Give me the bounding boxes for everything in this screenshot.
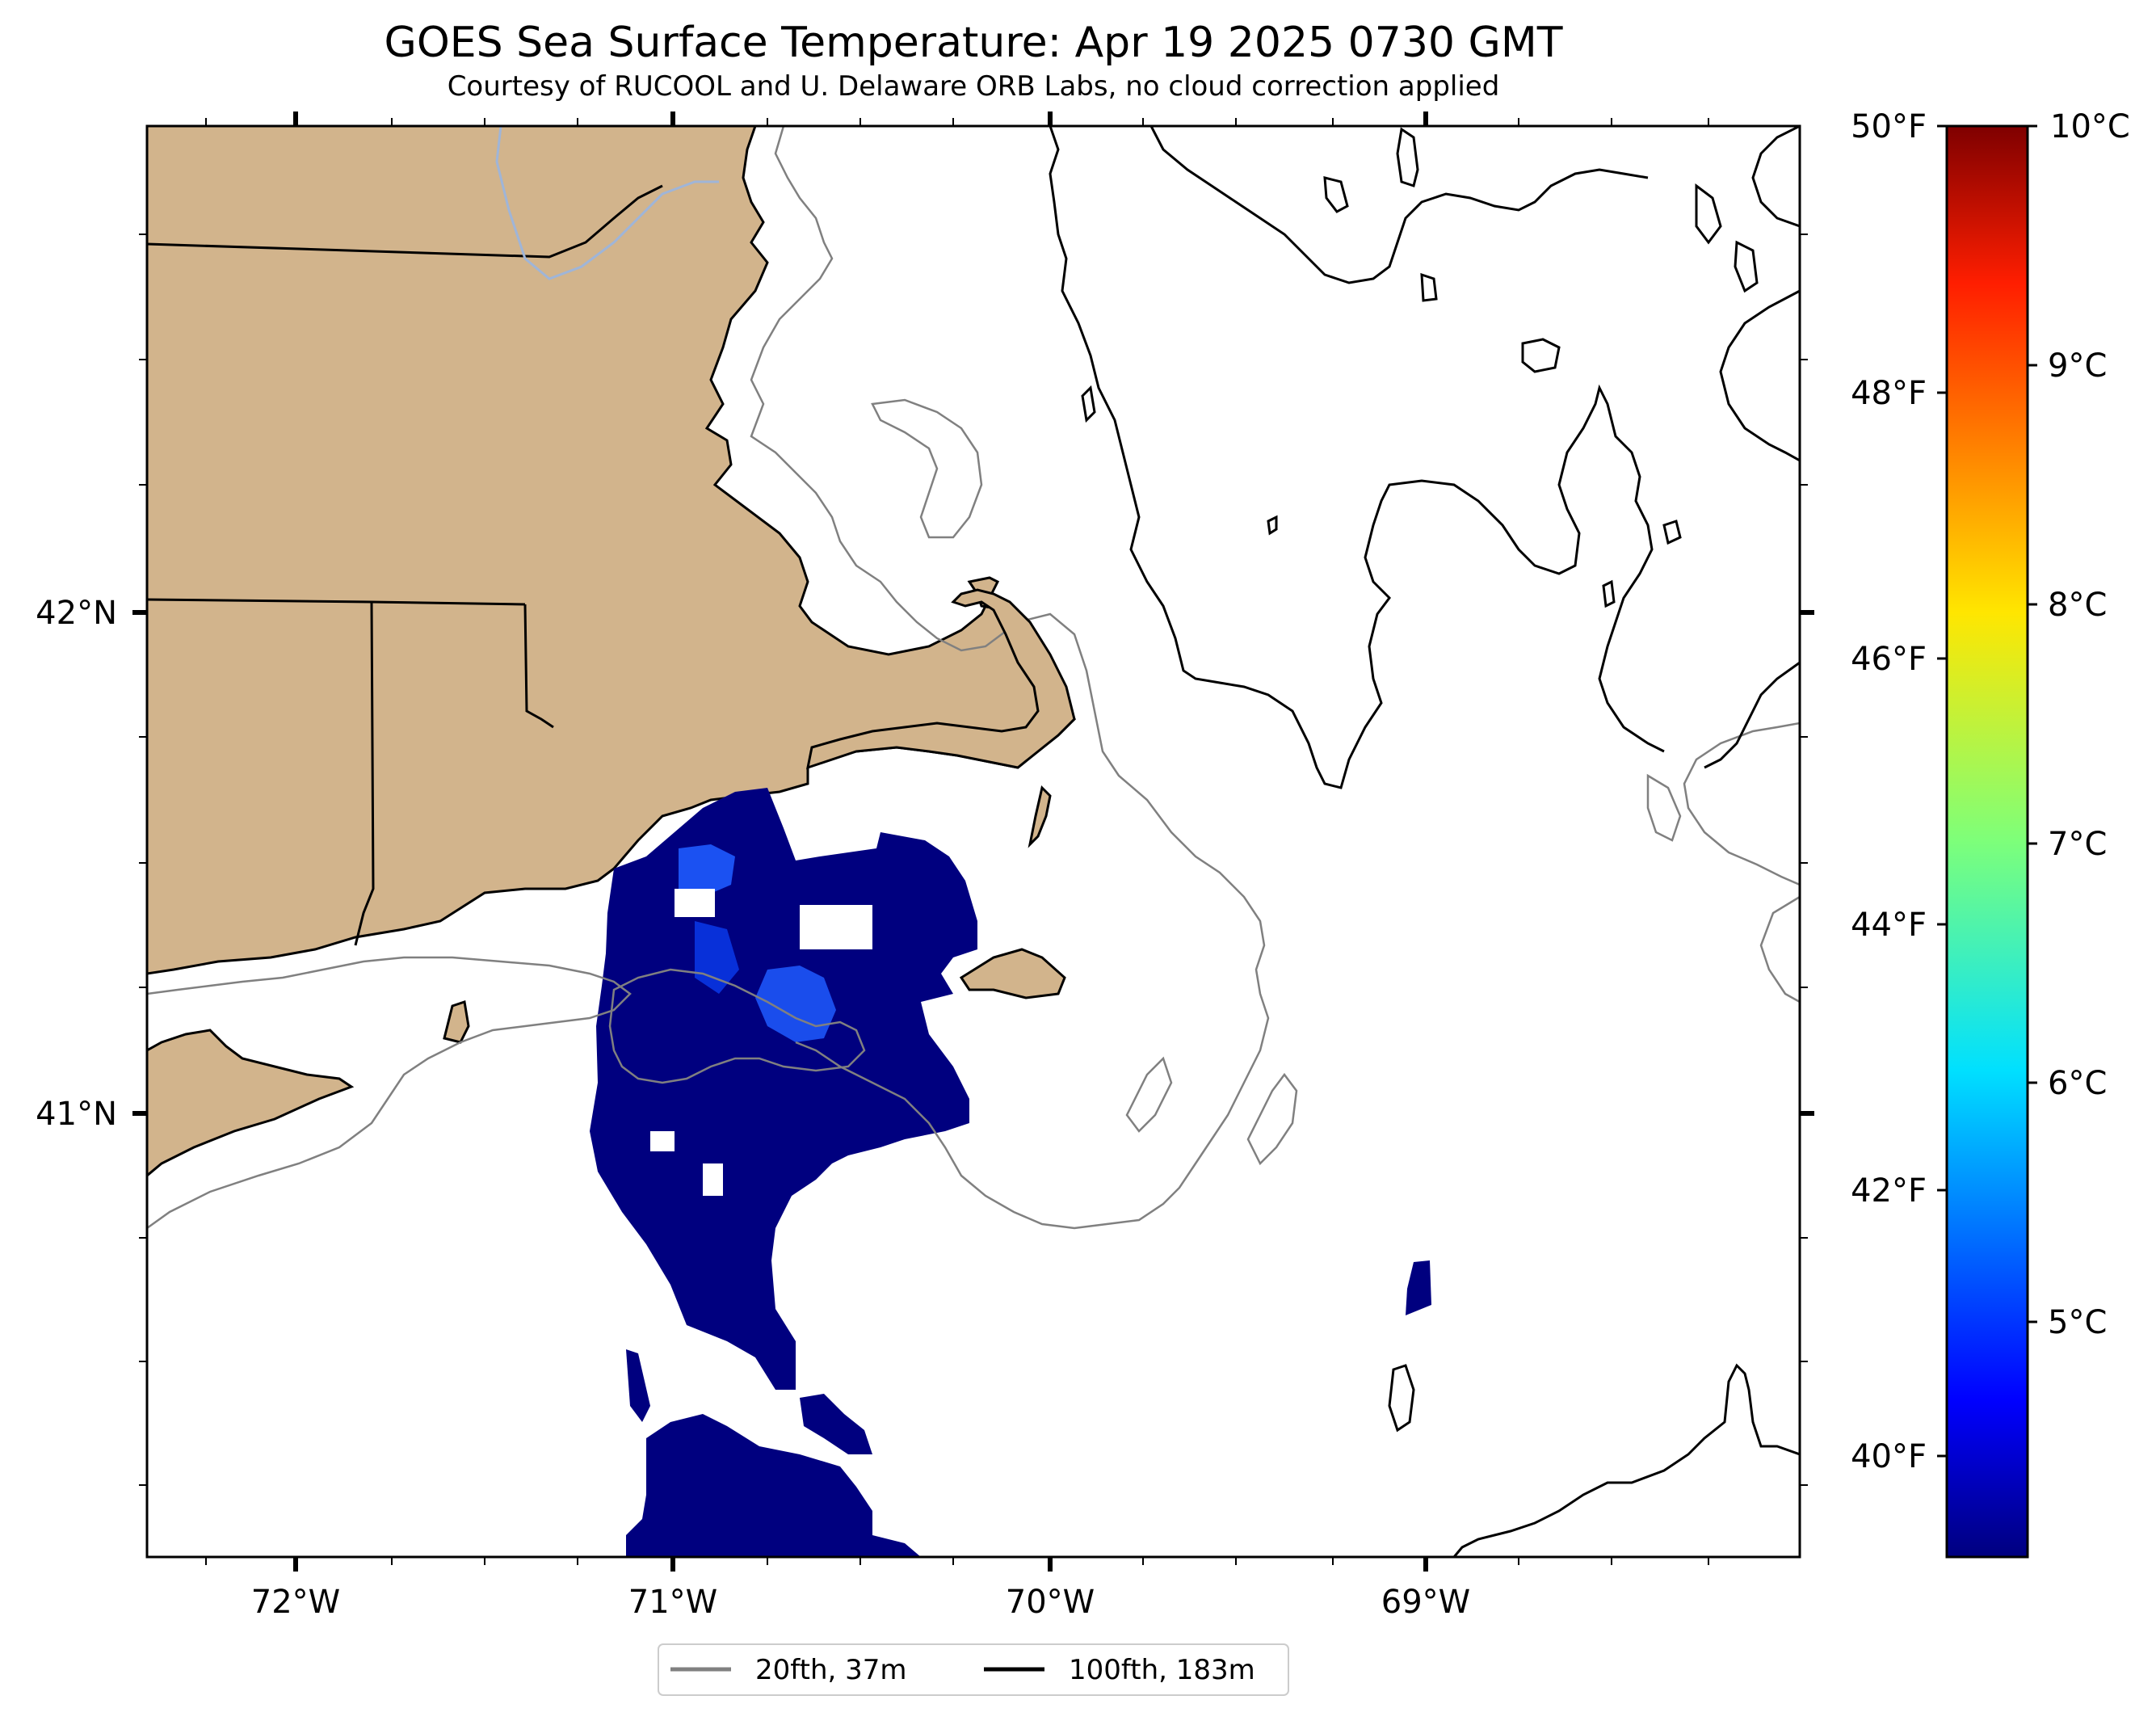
sst-offshore-pixel: [1406, 1260, 1431, 1315]
colorbar-f-tick: 46°F: [1851, 641, 1927, 678]
land-monomoy: [1028, 785, 1052, 848]
isobath-100fth: [1049, 126, 1800, 1557]
colorbar-c-tick: 9°C: [2048, 347, 2107, 385]
sst-strip: [626, 1349, 650, 1422]
y-axis-minor-ticks: [139, 234, 1808, 1486]
y-axis-ticks: [132, 610, 1814, 1116]
colorbar-gradient: [1945, 124, 2029, 1559]
colorbar-c-tick: 7°C: [2048, 826, 2107, 863]
x-tick-label: 69°W: [1381, 1584, 1470, 1621]
colorbar-f-tick: 48°F: [1851, 375, 1927, 412]
legend-label-100fth: 100fth, 183m: [1069, 1654, 1255, 1686]
sst-south-patch: [626, 1414, 921, 1557]
x-axis-ticks: [293, 112, 1428, 1572]
x-axis-minor-ticks: [205, 118, 1709, 1565]
map-title: GOES Sea Surface Temperature: Apr 19 202…: [385, 19, 1563, 67]
x-tick-label: 71°W: [628, 1584, 717, 1621]
sst-gap-4: [650, 1131, 675, 1151]
land-nantucket: [959, 948, 1066, 999]
y-tick-label: 42°N: [36, 595, 117, 632]
colorbar-f-tick: 40°F: [1851, 1438, 1927, 1475]
sst-warm-spot-1: [679, 844, 735, 897]
land-block-island: [443, 1000, 470, 1044]
land-cape-cod: [806, 588, 1076, 770]
sst-gap-1: [675, 889, 715, 917]
sst-south-patch-2: [800, 1394, 872, 1454]
sst-coverage: [590, 788, 1431, 1557]
sst-gap-2: [703, 1163, 723, 1196]
legend-label-20fth: 20fth, 37m: [755, 1654, 907, 1686]
legend-box: [658, 1643, 1289, 1696]
colorbar-f-tick: 42°F: [1851, 1172, 1927, 1210]
sst-gap-3: [800, 905, 872, 949]
x-tick-label: 72°W: [251, 1584, 340, 1621]
y-tick-label: 41°N: [36, 1096, 117, 1133]
land-long-island: [147, 1029, 355, 1177]
map-frame: [145, 124, 1801, 1559]
colorbar-c-tick: 6°C: [2048, 1065, 2107, 1102]
x-tick-label: 70°W: [1006, 1584, 1095, 1621]
colorbar-c-tick: 8°C: [2048, 587, 2107, 624]
merrimack-river: [495, 126, 719, 280]
isobath-20fth: [147, 126, 1800, 1230]
colorbar-f-tick: 44°F: [1851, 907, 1927, 944]
colorbar: 50°F 48°F 46°F 44°F 42°F 40°F 10°C 9°C 8…: [1851, 108, 2130, 1559]
sst-warm-spot-2: [755, 966, 836, 1042]
colorbar-c-tick: 5°C: [2048, 1304, 2107, 1341]
colorbar-c-tick: 10°C: [2050, 108, 2130, 145]
sst-main-patch: [590, 788, 977, 1390]
legend: 20fth, 37m 100fth, 183m: [658, 1643, 1289, 1696]
map-subtitle: Courtesy of RUCOOL and U. Delaware ORB L…: [448, 70, 1500, 103]
colorbar-f-tick: 50°F: [1851, 108, 1927, 145]
state-borders: [147, 184, 663, 946]
map-panel: [147, 126, 1800, 1557]
